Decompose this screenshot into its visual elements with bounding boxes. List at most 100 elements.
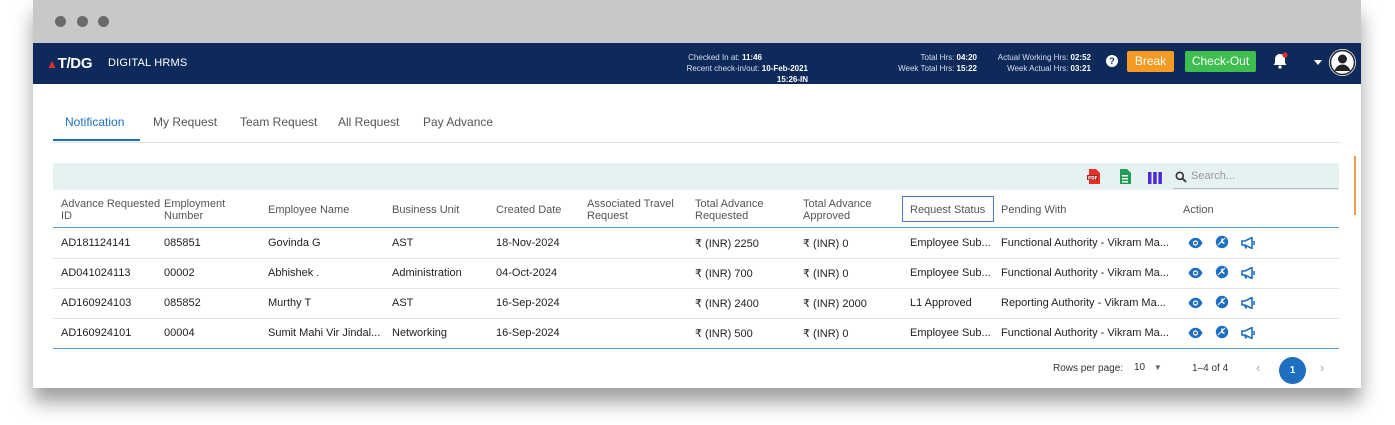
cell-pending-with: Reporting Authority - Vikram Ma... bbox=[1001, 297, 1166, 309]
rows-per-page-label: Rows per page: bbox=[1053, 363, 1124, 374]
help-icon[interactable]: ? bbox=[1106, 55, 1118, 67]
cell-employment-number: 085852 bbox=[164, 297, 201, 309]
window-close-dot[interactable] bbox=[55, 16, 66, 27]
cell-advance-id: AD160924103 bbox=[61, 297, 132, 309]
window-maximize-dot[interactable] bbox=[98, 16, 109, 27]
table-row[interactable]: AD160924101 00004 Sumit Mahi Vir Jindal.… bbox=[53, 318, 1339, 349]
tab-all-request[interactable]: All Request bbox=[338, 115, 400, 129]
brand-logo[interactable]: ▲T/DG bbox=[46, 55, 93, 72]
notification-bell-icon[interactable] bbox=[1271, 52, 1289, 75]
chevron-down-icon: ▼ bbox=[1153, 363, 1162, 372]
cell-advance-id: AD160924101 bbox=[61, 327, 132, 339]
cell-request-status: L1 Approved bbox=[910, 297, 972, 309]
browser-window: ▲T/DG DIGITAL HRMS Checked In at: 11:46 … bbox=[33, 0, 1361, 388]
tab-team-request[interactable]: Team Request bbox=[240, 115, 318, 129]
col-total-approved[interactable]: Total Advance Approved bbox=[803, 198, 872, 222]
checkin-info: Checked In at: 11:46 Recent check-in/out… bbox=[673, 52, 808, 85]
cell-business-unit: AST bbox=[392, 237, 414, 249]
search-icon bbox=[1175, 170, 1187, 188]
view-eye-icon[interactable] bbox=[1188, 266, 1203, 284]
col-total-requested[interactable]: Total Advance Requested bbox=[695, 198, 764, 222]
week-actual-label: Week Actual Hrs: bbox=[1007, 64, 1069, 73]
col-created-date[interactable]: Created Date bbox=[496, 204, 562, 216]
columns-icon[interactable] bbox=[1148, 171, 1162, 189]
search-placeholder: Search... bbox=[1191, 170, 1236, 182]
cell-request-status: Employee Sub... bbox=[910, 267, 991, 279]
cell-created-date: 18-Nov-2024 bbox=[496, 237, 560, 249]
col-business-unit[interactable]: Business Unit bbox=[392, 204, 460, 216]
history-icon[interactable] bbox=[1215, 265, 1229, 284]
col-advance-id-line1: Advance Requested bbox=[61, 198, 161, 210]
col-employment-number-line2: Number bbox=[164, 210, 204, 222]
prev-page-icon[interactable]: ‹ bbox=[1256, 360, 1261, 375]
week-total-value: 15:22 bbox=[956, 64, 977, 73]
table-toolbar: PDF Search... bbox=[53, 163, 1339, 190]
cell-total-requested: ₹ (INR) 2250 bbox=[695, 238, 759, 250]
cell-employee-name: Abhishek . bbox=[268, 267, 320, 279]
next-page-icon[interactable]: › bbox=[1320, 360, 1325, 375]
col-advance-id-line2: ID bbox=[61, 210, 72, 222]
cell-request-status: Employee Sub... bbox=[910, 237, 991, 249]
table-row[interactable]: AD041024113 00002 Abhishek . Administrat… bbox=[53, 258, 1339, 289]
cell-advance-id: AD181124141 bbox=[61, 237, 131, 249]
table-row[interactable]: AD160924103 085852 Murthy T AST 16-Sep-2… bbox=[53, 288, 1339, 319]
break-button[interactable]: Break bbox=[1127, 51, 1174, 72]
tab-pay-advance[interactable]: Pay Advance bbox=[423, 115, 494, 129]
col-employee-name[interactable]: Employee Name bbox=[268, 204, 350, 216]
rows-per-page-value: 10 bbox=[1134, 362, 1146, 373]
search-input[interactable]: Search... bbox=[1173, 167, 1338, 189]
cell-employment-number: 00004 bbox=[164, 327, 195, 339]
cell-created-date: 16-Sep-2024 bbox=[496, 327, 560, 339]
cell-created-date: 04-Oct-2024 bbox=[496, 267, 558, 279]
cell-employee-name: Govinda G bbox=[268, 237, 321, 249]
total-hrs-label: Total Hrs: bbox=[920, 53, 955, 62]
col-associated-travel-line1: Associated Travel bbox=[587, 198, 674, 210]
cell-business-unit: Networking bbox=[392, 327, 448, 339]
page-button-current[interactable]: 1 bbox=[1279, 357, 1306, 384]
svg-text:PDF: PDF bbox=[1088, 175, 1098, 180]
window-minimize-dot[interactable] bbox=[77, 16, 88, 27]
megaphone-icon[interactable] bbox=[1241, 236, 1256, 254]
col-advance-id[interactable]: Advance Requested ID bbox=[61, 198, 160, 222]
megaphone-icon[interactable] bbox=[1241, 266, 1256, 284]
cell-total-approved: ₹ (INR) 0 bbox=[803, 328, 849, 340]
table-header: Advance Requested ID Employment Number Emp… bbox=[53, 190, 1339, 228]
recent-checkin-value: 10-Feb-2021 15:26-IN bbox=[761, 64, 808, 84]
user-avatar[interactable] bbox=[1329, 49, 1356, 76]
check-out-button[interactable]: Check-Out bbox=[1185, 51, 1256, 72]
view-eye-icon[interactable] bbox=[1188, 296, 1203, 314]
view-eye-icon[interactable] bbox=[1188, 236, 1203, 254]
col-associated-travel[interactable]: Associated Travel Request bbox=[587, 198, 674, 222]
checked-in-label: Checked In at: bbox=[688, 53, 740, 62]
pdf-export-icon[interactable]: PDF bbox=[1087, 169, 1101, 189]
tab-bar: Notification My Request Team Request All… bbox=[53, 115, 1341, 143]
cell-total-approved: ₹ (INR) 0 bbox=[803, 238, 849, 250]
logo-text: T/DG bbox=[57, 55, 93, 72]
page-range: 1–4 of 4 bbox=[1192, 363, 1229, 374]
view-eye-icon[interactable] bbox=[1188, 326, 1203, 344]
actual-hrs-value: 02:52 bbox=[1070, 53, 1091, 62]
logo-triangle-icon: ▲ bbox=[46, 57, 58, 71]
pagination-footer: Rows per page: 10 ▼ 1–4 of 4 ‹ 1 › bbox=[39, 353, 1355, 384]
col-total-requested-line2: Requested bbox=[695, 210, 749, 222]
megaphone-icon[interactable] bbox=[1241, 326, 1256, 344]
tab-my-request[interactable]: My Request bbox=[153, 115, 218, 129]
col-employment-number-line1: Employment bbox=[164, 198, 226, 210]
tab-notification[interactable]: Notification bbox=[53, 115, 140, 141]
megaphone-icon[interactable] bbox=[1241, 296, 1256, 314]
history-icon[interactable] bbox=[1215, 295, 1229, 314]
col-employment-number[interactable]: Employment Number bbox=[164, 198, 225, 222]
col-request-status[interactable]: Request Status bbox=[910, 204, 986, 216]
excel-export-icon[interactable] bbox=[1119, 169, 1132, 189]
table-row[interactable]: AD181124141 085851 Govinda G AST 18-Nov-… bbox=[53, 228, 1339, 259]
week-total-label: Week Total Hrs: bbox=[898, 64, 955, 73]
history-icon[interactable] bbox=[1215, 235, 1229, 254]
col-pending-with[interactable]: Pending With bbox=[1001, 204, 1067, 216]
rows-per-page-select[interactable]: 10 ▼ bbox=[1134, 362, 1162, 373]
history-icon[interactable] bbox=[1215, 325, 1229, 344]
cell-business-unit: Administration bbox=[392, 267, 462, 279]
cell-request-status: Employee Sub... bbox=[910, 327, 991, 339]
cell-total-approved: ₹ (INR) 0 bbox=[803, 268, 849, 280]
profile-dropdown-caret-icon[interactable] bbox=[1314, 60, 1322, 65]
col-total-approved-line1: Total Advance bbox=[803, 198, 872, 210]
